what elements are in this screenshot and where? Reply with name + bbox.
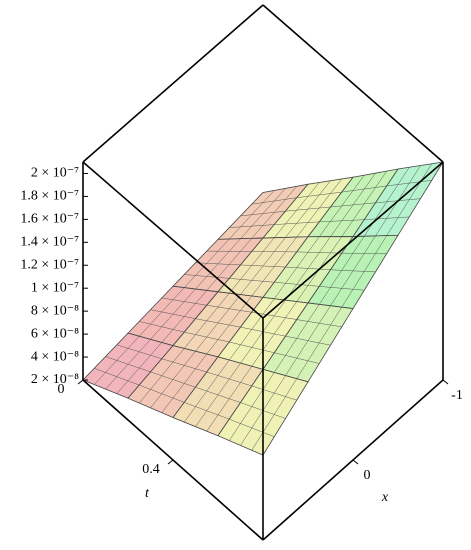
mesh-line [240,264,286,268]
mesh-line [229,224,275,228]
z-tick-label: 1.8 × 10⁻⁷ [20,189,79,204]
mesh-line [206,366,252,432]
mesh-line [330,269,376,273]
mesh-line [195,318,241,328]
box-edge [262,4,444,163]
mesh-line [296,307,342,379]
mesh-line [161,353,207,413]
z-tick-label: 2 × 10⁻⁸ [31,372,79,387]
mesh-line [274,352,320,364]
mesh-line [240,210,286,217]
z-tick-label: 1.4 × 10⁻⁷ [20,235,79,250]
mesh-line [195,386,241,403]
mesh-line [229,341,275,354]
box-edge [82,161,264,319]
mesh-line [285,335,331,346]
mesh-line [251,236,297,297]
mesh-line [94,368,140,386]
x-tick-label: 0 [364,468,371,483]
mesh-line [330,202,376,208]
mesh-line [251,186,297,239]
mesh-line [139,384,185,403]
mesh-line [195,262,241,266]
mesh-line [319,219,365,223]
z-tick-label: 1.2 × 10⁻⁷ [20,257,79,272]
mesh-line [386,163,432,236]
t-tick-label: 0 [58,382,65,397]
x-tick-label: -1 [451,388,463,403]
mesh-line [116,342,162,394]
z-tick-label: 8 × 10⁻⁸ [31,303,79,318]
box-edge [262,161,444,319]
mesh-line [229,418,275,438]
mesh-line [251,301,297,367]
surface [82,161,444,456]
mesh-line [364,216,410,220]
mesh-line [184,402,230,420]
t-tick [77,379,84,385]
box-edge [82,4,264,163]
mesh-line [341,235,387,308]
z-tick-label: 2 × 10⁻⁷ [31,166,79,181]
mesh-line [285,206,331,212]
mesh-line [251,378,297,451]
mesh-line [105,356,151,373]
mesh-line [285,266,331,271]
t-axis-label: t [145,486,150,501]
mesh-line [161,290,207,343]
mesh-line [229,278,275,283]
mesh-line [150,371,196,388]
mesh-line [341,170,387,237]
mesh-line [319,286,365,291]
t-tick-label: 0.4 [142,462,160,477]
mesh-line [296,178,342,238]
mesh-line [184,274,230,279]
mesh-line [139,321,185,333]
mesh-line [274,281,320,287]
mesh-line [206,238,252,291]
t-tick [167,459,174,465]
box-front [82,161,444,540]
mesh-line [206,295,252,355]
x-axis-label: x [381,490,389,505]
z-tick-label: 1.6 × 10⁻⁷ [20,212,79,227]
x-tick [352,459,359,465]
mesh-line [184,331,230,343]
mesh-line [274,221,320,225]
z-tick-label: 6 × 10⁻⁸ [31,326,79,341]
z-tick-label: 4 × 10⁻⁸ [31,349,79,364]
z-tick-label: 1 × 10⁻⁷ [31,280,79,295]
x-tick [442,379,449,385]
mesh-line [150,309,196,319]
